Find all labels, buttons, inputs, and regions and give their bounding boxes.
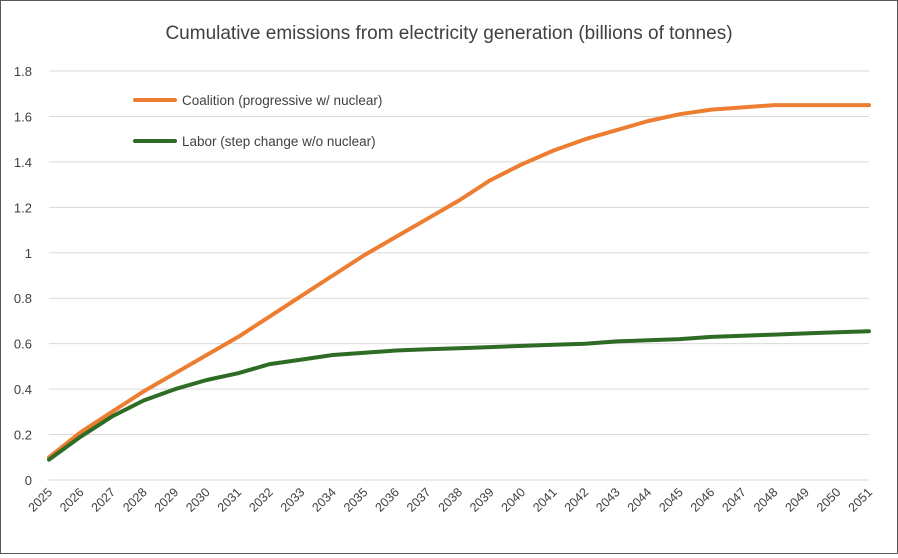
y-tick-label: 1 <box>25 246 32 261</box>
x-tick-label: 2033 <box>278 485 308 515</box>
x-tick-label: 2037 <box>404 485 434 515</box>
x-tick-label: 2041 <box>530 485 560 515</box>
legend: Coalition (progressive w/ nuclear) Labor … <box>133 93 382 149</box>
x-tick-label: 2026 <box>57 485 87 515</box>
y-tick-label: 1.8 <box>14 64 32 79</box>
series-line-labor <box>47 329 871 462</box>
x-tick-label: 2046 <box>688 485 718 515</box>
x-tick-label: 2030 <box>183 485 213 515</box>
legend-label: Coalition (progressive w/ nuclear) <box>182 93 382 108</box>
y-tick-label: 0.2 <box>14 428 32 443</box>
legend-label: Labor (step change w/o nuclear) <box>182 134 376 149</box>
y-axis-ticks: 0 0.2 0.4 0.6 0.8 1 1.2 1.4 1.6 1.8 <box>14 64 32 488</box>
x-tick-label: 2045 <box>656 485 686 515</box>
gridlines <box>49 70 869 481</box>
x-tick-label: 2029 <box>152 485 182 515</box>
y-tick-label: 0.8 <box>14 291 32 306</box>
series-line-coalition <box>47 103 871 460</box>
y-tick-label: 0.6 <box>14 337 32 352</box>
x-tick-label: 2031 <box>215 485 245 515</box>
x-tick-label: 2044 <box>625 485 655 515</box>
x-tick-label: 2049 <box>782 485 812 515</box>
x-tick-label: 2032 <box>246 485 276 515</box>
x-tick-label: 2048 <box>751 485 781 515</box>
x-tick-label: 2050 <box>814 485 844 515</box>
y-tick-label: 1.6 <box>14 109 32 124</box>
x-tick-label: 2040 <box>499 485 529 515</box>
x-tick-label: 2039 <box>467 485 497 515</box>
x-tick-label: 2027 <box>89 485 119 515</box>
x-tick-label: 2051 <box>846 485 876 515</box>
x-tick-label: 2042 <box>562 485 592 515</box>
x-tick-label: 2038 <box>436 485 466 515</box>
x-axis-ticks: 2025 2026 2027 2028 2029 2030 2031 2032 2033 2034… <box>26 485 876 515</box>
x-tick-label: 2043 <box>593 485 623 515</box>
x-tick-label: 2047 <box>719 485 749 515</box>
x-tick-label: 2034 <box>309 485 339 515</box>
y-tick-label: 1.2 <box>14 200 32 215</box>
x-tick-label: 2028 <box>120 485 150 515</box>
y-tick-label: 0.4 <box>14 382 32 397</box>
series-lines <box>47 103 871 462</box>
x-tick-label: 2025 <box>26 485 56 515</box>
chart-title: Cumulative emissions from electricity ge… <box>165 23 732 44</box>
x-tick-label: 2035 <box>341 485 371 515</box>
y-tick-label: 0 <box>25 473 32 488</box>
x-tick-label: 2036 <box>372 485 402 515</box>
y-tick-label: 1.4 <box>14 155 32 170</box>
